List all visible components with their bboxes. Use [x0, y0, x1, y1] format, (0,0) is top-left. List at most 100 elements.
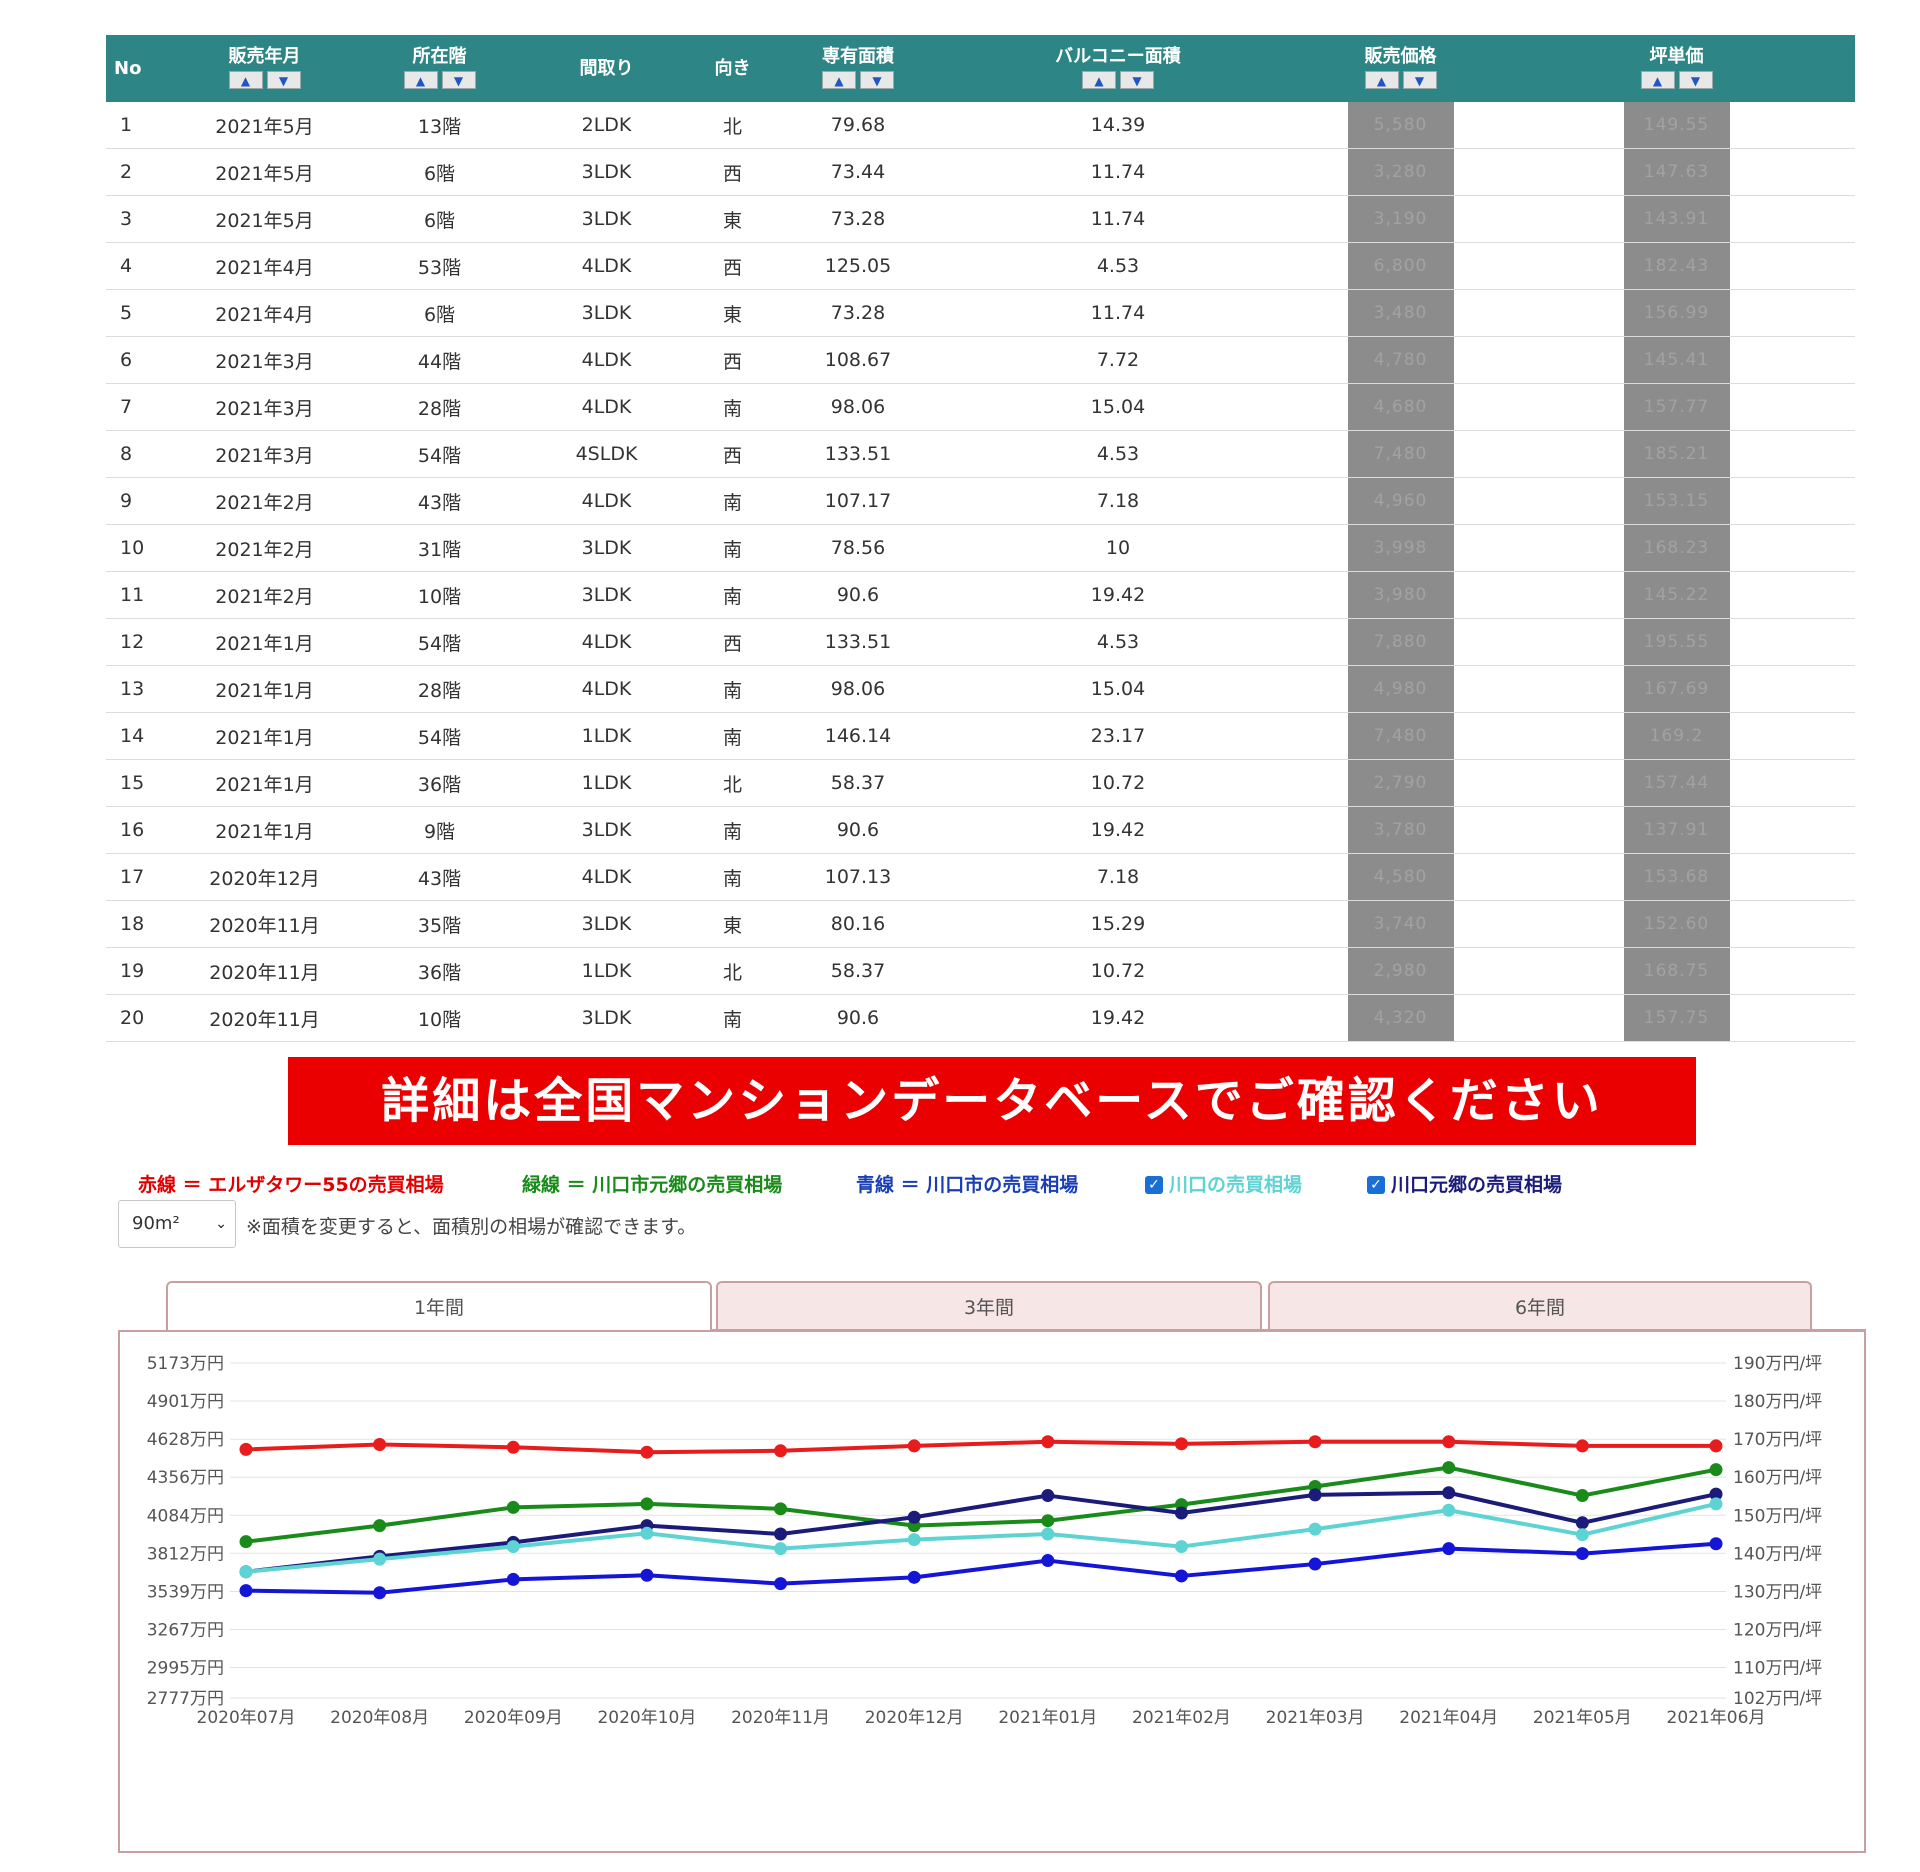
checkbox-checked-icon[interactable]: ✓ — [1367, 1176, 1385, 1194]
series-point — [1709, 1487, 1723, 1501]
sort-asc-button[interactable]: ▲ — [228, 71, 263, 89]
cell-unit-price: 168.23 — [1498, 525, 1855, 572]
tab-3-years[interactable]: 3年間 — [716, 1281, 1262, 1331]
tab-6-years[interactable]: 6年間 — [1268, 1281, 1812, 1331]
masked-value: 3,998 — [1347, 525, 1454, 571]
y-right-tick-label: 180万円/坪 — [1733, 1392, 1822, 1412]
y-right-tick-label: 110万円/坪 — [1733, 1659, 1822, 1679]
cell-layout: 2LDK — [581, 114, 632, 136]
cell-area: 73.28 — [830, 208, 886, 230]
cell-date: 2021年5月 — [215, 162, 314, 185]
cell-date: 2021年1月 — [215, 773, 314, 796]
table-row: 13 2021年1月 28階 4LDK 南 98.06 15.04 4,980 167.69 — [106, 666, 1855, 713]
cell-date: 2021年1月 — [215, 820, 314, 843]
series-point — [774, 1542, 788, 1556]
cell-unit-price: 153.15 — [1498, 478, 1855, 525]
sort-asc-button[interactable]: ▲ — [1364, 71, 1399, 89]
area-select[interactable]: 90m² ⌄ — [118, 1200, 236, 1248]
sort-asc-button[interactable]: ▲ — [1082, 71, 1116, 89]
sort-asc-button[interactable]: ▲ — [822, 71, 856, 89]
toggle-kawaguchi-market[interactable]: ✓ 川口の売買相場 — [1145, 1170, 1302, 1197]
cell-layout: 1LDK — [581, 772, 632, 794]
cell-date: 2021年1月 — [215, 679, 314, 702]
cell-price: 4,320 — [1303, 995, 1498, 1042]
cell-unit-price: 157.75 — [1498, 995, 1855, 1042]
cell-layout: 3LDK — [581, 913, 632, 935]
table-row: 6 2021年3月 44階 4LDK 西 108.67 7.72 4,780 145.41 — [106, 337, 1855, 384]
toggle-motogo-market[interactable]: ✓ 川口元郷の売買相場 — [1367, 1170, 1562, 1197]
cell-unit-price: 143.91 — [1498, 196, 1855, 243]
table-row: 2 2021年5月 6階 3LDK 西 73.44 11.74 3,280 147.63 — [106, 149, 1855, 196]
table-row: 11 2021年2月 10階 3LDK 南 90.6 19.42 3,980 145.22 — [106, 572, 1855, 619]
table-row: 1 2021年5月 13階 2LDK 北 79.68 14.39 5,580 149.55 — [106, 102, 1855, 149]
cell-balcony: 7.18 — [1096, 866, 1140, 888]
cell-area: 78.56 — [830, 537, 886, 559]
cell-unit-price: 168.75 — [1498, 948, 1855, 995]
header-price: 販売価格 ▲ ▼ — [1364, 46, 1437, 89]
x-tick-label: 2020年10月 — [597, 1708, 696, 1728]
y-right-tick-label: 190万円/坪 — [1733, 1354, 1822, 1374]
cell-unit-price: 195.55 — [1498, 619, 1855, 666]
cell-direction: 南 — [722, 585, 742, 608]
sort-desc-button[interactable]: ▼ — [1402, 71, 1437, 89]
cell-date: 2021年4月 — [215, 256, 314, 279]
cell-direction: 西 — [722, 256, 742, 279]
cell-date: 2021年4月 — [215, 303, 314, 326]
series-point — [1308, 1435, 1322, 1449]
cell-unit-price: 149.55 — [1498, 102, 1855, 149]
cell-balcony: 15.04 — [1090, 678, 1146, 700]
cell-balcony: 14.39 — [1090, 114, 1146, 136]
cell-balcony: 7.72 — [1096, 349, 1140, 371]
y-right-tick-label: 120万円/坪 — [1733, 1620, 1822, 1640]
sort-desc-button[interactable]: ▼ — [1120, 71, 1154, 89]
checkbox-checked-icon[interactable]: ✓ — [1145, 1176, 1163, 1194]
cell-floor: 28階 — [417, 397, 462, 420]
masked-value: 3,740 — [1347, 901, 1454, 947]
y-right-tick-label: 150万円/坪 — [1733, 1506, 1822, 1526]
y-left-tick-label: 4628万円 — [147, 1430, 224, 1450]
header-no: No — [114, 57, 142, 79]
database-banner-link[interactable]: 詳細は全国マンションデータベースでご確認ください — [288, 1057, 1696, 1145]
sort-desc-button[interactable]: ▼ — [441, 71, 476, 89]
sort-asc-button[interactable]: ▲ — [1640, 71, 1675, 89]
cell-layout: 4LDK — [581, 866, 632, 888]
cell-unit-price: 182.43 — [1498, 243, 1855, 290]
header-layout: 間取り — [579, 57, 634, 79]
masked-value: 168.75 — [1623, 948, 1730, 994]
series-point — [1709, 1537, 1723, 1551]
cell-date: 2021年2月 — [215, 491, 314, 514]
sort-desc-button[interactable]: ▼ — [860, 71, 894, 89]
sales-table: No 販売年月 ▲ ▼ 所在階 ▲ ▼ 間取り 向き 専有面積 ▲ ▼ バルコニー面積 — [106, 35, 1855, 1042]
cell-date: 2021年5月 — [215, 209, 314, 232]
cell-area: 58.37 — [830, 960, 886, 982]
cell-date: 2021年1月 — [215, 726, 314, 749]
y-left-tick-label: 3812万円 — [147, 1544, 224, 1564]
series-point — [1041, 1489, 1055, 1503]
y-right-tick-label: 130万円/坪 — [1733, 1582, 1822, 1602]
cell-floor: 10階 — [417, 585, 462, 608]
tab-1-year[interactable]: 1年間 — [166, 1281, 712, 1336]
series-point — [1575, 1489, 1589, 1503]
y-left-tick-label: 4356万円 — [147, 1468, 224, 1488]
series-point — [907, 1533, 921, 1547]
cell-unit-price: 137.91 — [1498, 807, 1855, 854]
cell-floor: 35階 — [417, 914, 462, 937]
series-point — [506, 1440, 520, 1454]
header-area: 専有面積 ▲ ▼ — [822, 46, 894, 89]
series-point — [239, 1565, 253, 1579]
masked-value: 153.15 — [1623, 478, 1730, 524]
masked-value: 2,790 — [1347, 760, 1454, 806]
cell-area: 98.06 — [830, 678, 886, 700]
sort-asc-button[interactable]: ▲ — [403, 71, 438, 89]
cell-unit-price: 147.63 — [1498, 149, 1855, 196]
sort-desc-button[interactable]: ▼ — [266, 71, 301, 89]
cell-floor: 43階 — [417, 491, 462, 514]
cell-floor: 43階 — [417, 867, 462, 890]
sort-desc-button[interactable]: ▼ — [1678, 71, 1713, 89]
cell-date: 2021年1月 — [215, 632, 314, 655]
y-right-tick-label: 170万円/坪 — [1733, 1430, 1822, 1450]
x-tick-label: 2020年07月 — [197, 1708, 296, 1728]
cell-balcony: 15.29 — [1090, 913, 1146, 935]
cell-area: 125.05 — [824, 255, 892, 277]
masked-value: 5,580 — [1347, 102, 1454, 148]
